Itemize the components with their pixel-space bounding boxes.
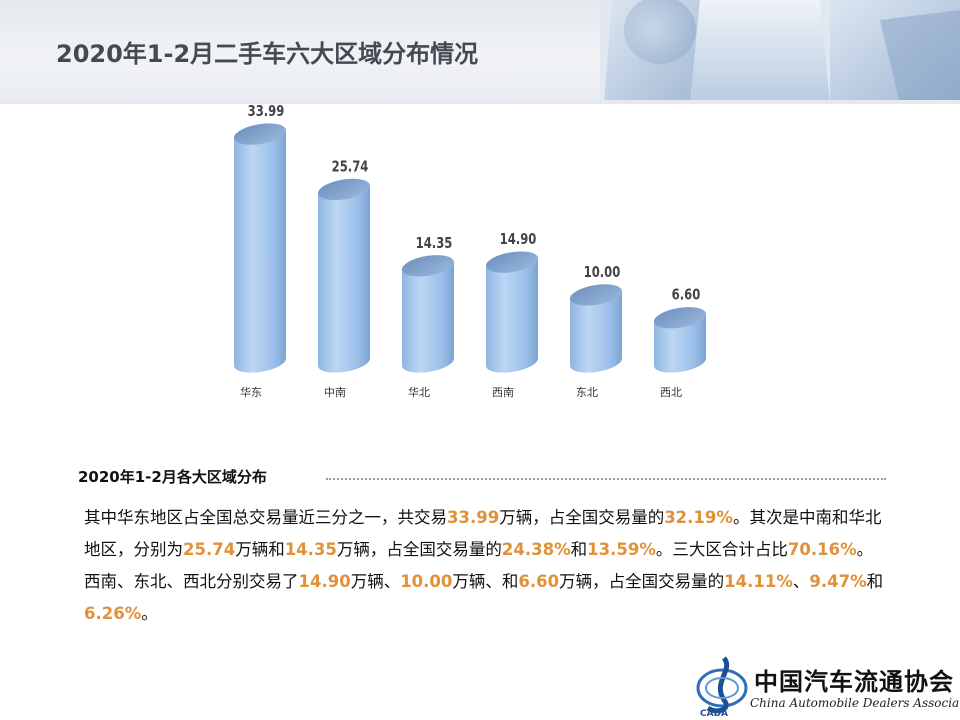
bar-西北 — [654, 307, 706, 373]
bar-body — [486, 258, 538, 373]
summary-text: 其中华东地区占全国总交易量近三分之一，共交易 — [84, 508, 447, 527]
bar-value-label: 10.00 — [584, 264, 621, 281]
bar-value-label: 6.60 — [672, 287, 701, 304]
summary-highlight: 14.90 — [298, 572, 351, 591]
region-bar-chart: 33.99 25.74 14.35 14.90 10.00 6.60 华东 中南 华北 西南 东北… — [234, 103, 706, 399]
summary-highlight: 70.16% — [787, 540, 857, 559]
bar-华北 — [402, 255, 454, 373]
summary-highlight: 24.38% — [501, 540, 571, 559]
summary-highlight: 6.26% — [84, 604, 142, 623]
bar-top — [318, 178, 370, 201]
bar-top — [570, 284, 622, 306]
summary-text: 万辆、和 — [452, 572, 519, 591]
category-tick-label: 华北 — [408, 385, 430, 399]
logo-mark-text: CADA — [700, 709, 728, 719]
summary-highlight: 9.47% — [809, 572, 867, 591]
bar-top — [486, 251, 538, 273]
bar-body — [570, 291, 622, 373]
bar-东北 — [570, 284, 622, 373]
summary-text: 万辆、 — [350, 572, 401, 591]
summary-text: 万辆，占全国交易量的 — [559, 572, 725, 591]
summary-text: 万辆，占全国交易量的 — [336, 540, 502, 559]
bar-body — [318, 185, 370, 373]
summary-text: 万辆，占全国交易量的 — [499, 508, 665, 527]
bar-中南 — [318, 178, 370, 373]
summary-text: 和 — [866, 572, 884, 591]
category-tick-label: 西北 — [660, 386, 682, 399]
summary-text: 、 — [792, 572, 810, 591]
summary-highlight: 32.19% — [664, 508, 733, 527]
header-banner: 2020年1-2月二手车六大区域分布情况 — [0, 0, 960, 104]
bar-body — [234, 130, 286, 373]
bar-华东 — [234, 123, 286, 373]
bar-top — [402, 255, 454, 277]
summary-text: 万辆和 — [235, 540, 285, 559]
summary-text: 。其次是中南和华北地区，分别为 — [84, 508, 882, 559]
bar-西南 — [486, 251, 538, 373]
summary-paragraph: 其中华东地区占全国总交易量近三分之一，共交易33.99万辆，占全国交易量的32.… — [84, 502, 884, 630]
summary-text: 。 — [141, 604, 158, 623]
org-name-cn: 中国汽车流通协会 — [754, 667, 954, 696]
cada-emblem-icon: CADA — [696, 656, 748, 719]
bar-value-label: 25.74 — [332, 159, 369, 176]
org-logo: CADA 中国汽车流通协会 China Automobile Dealers A… — [694, 648, 960, 720]
summary-highlight: 6.60 — [518, 572, 560, 591]
summary-highlight: 14.35 — [284, 540, 337, 559]
bar-top — [654, 307, 706, 329]
section-divider — [326, 478, 886, 480]
summary-text: 和 — [570, 540, 588, 559]
bar-value-label: 33.99 — [248, 103, 285, 120]
org-name-en: China Automobile Dealers Association — [750, 696, 960, 710]
summary-highlight: 14.11% — [724, 572, 793, 591]
section-heading: 2020年1-2月各大区域分布 — [78, 468, 267, 486]
summary-highlight: 10.00 — [400, 572, 453, 591]
summary-highlight: 13.59% — [587, 540, 656, 559]
category-tick-label: 东北 — [576, 386, 598, 399]
page-title: 2020年1-2月二手车六大区域分布情况 — [56, 40, 479, 68]
summary-text: 。西南、东北、西北分别交易了 — [84, 540, 874, 591]
summary-highlight: 25.74 — [183, 540, 236, 559]
bar-body — [654, 314, 706, 373]
summary-highlight: 33.99 — [447, 508, 500, 527]
category-tick-label: 华东 — [240, 385, 262, 399]
header-decoration — [0, 0, 960, 104]
bar-body — [402, 262, 454, 373]
category-tick-label: 西南 — [492, 386, 514, 399]
bar-value-label: 14.35 — [416, 235, 453, 252]
summary-text: 。三大区合计占比 — [655, 540, 788, 559]
bar-top — [234, 123, 286, 145]
bar-value-label: 14.90 — [500, 231, 537, 248]
category-tick-label: 中南 — [324, 386, 346, 399]
